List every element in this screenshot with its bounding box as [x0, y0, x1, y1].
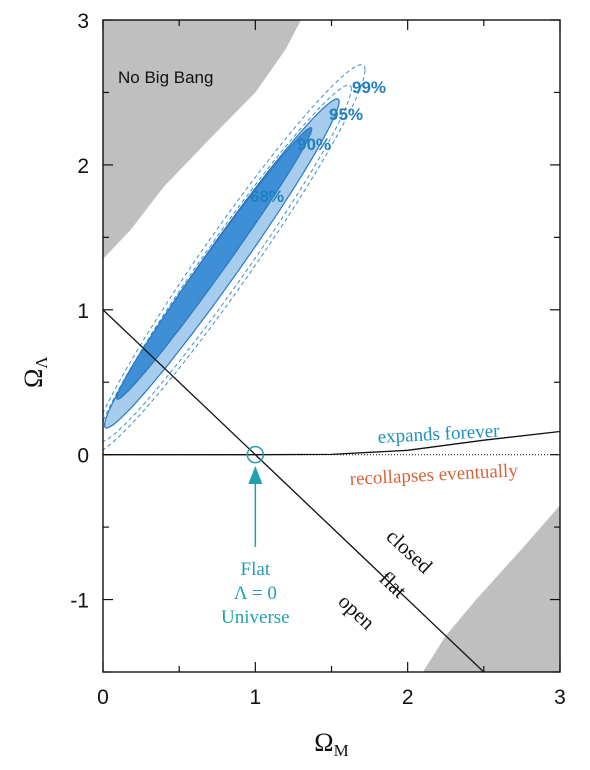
x-tick-label: 0 — [97, 686, 109, 709]
pointer-arrow-head-icon — [248, 466, 263, 484]
y-tick-label: 1 — [77, 300, 89, 323]
no-big-bang-region — [103, 20, 302, 260]
y-axis-label: ΩΛ — [19, 356, 51, 388]
flat-universe-label-line1: Flat — [241, 559, 271, 580]
flat-lambda-zero-marker — [246, 445, 265, 464]
contour-68 — [116, 127, 313, 400]
axis-ticks: 0 1 2 3 -1 0 1 2 3 — [70, 10, 566, 709]
expands-forever-label: expands forever — [377, 421, 500, 448]
x-tick-label: 3 — [554, 686, 566, 709]
contour-label-95: 95% — [329, 105, 363, 124]
x-tick-label: 1 — [249, 686, 261, 709]
contour-99 — [103, 64, 366, 451]
contour-label-99: 99% — [352, 78, 386, 97]
contour-label-90: 90% — [297, 135, 331, 154]
lower-right-shaded-region — [422, 505, 560, 672]
y-tick-label: 3 — [77, 10, 89, 33]
recollapses-eventually-label: recollapses eventually — [349, 460, 519, 490]
model-lines — [103, 309, 560, 672]
open-label: open — [334, 589, 381, 635]
no-big-bang-label: No Big Bang — [118, 68, 213, 87]
contour-label-68: 68% — [250, 187, 284, 206]
x-axis-label: ΩM — [314, 728, 348, 760]
line-flat — [103, 309, 485, 672]
y-tick-label: 0 — [77, 445, 89, 468]
confidence-contours — [103, 64, 366, 451]
flat-universe-label-line2: Λ = 0 — [234, 583, 277, 604]
x-tick-label: 2 — [402, 686, 414, 709]
y-tick-label: -1 — [70, 590, 89, 613]
y-tick-label: 2 — [77, 155, 89, 178]
flat-universe-label-line3: Universe — [221, 607, 290, 628]
